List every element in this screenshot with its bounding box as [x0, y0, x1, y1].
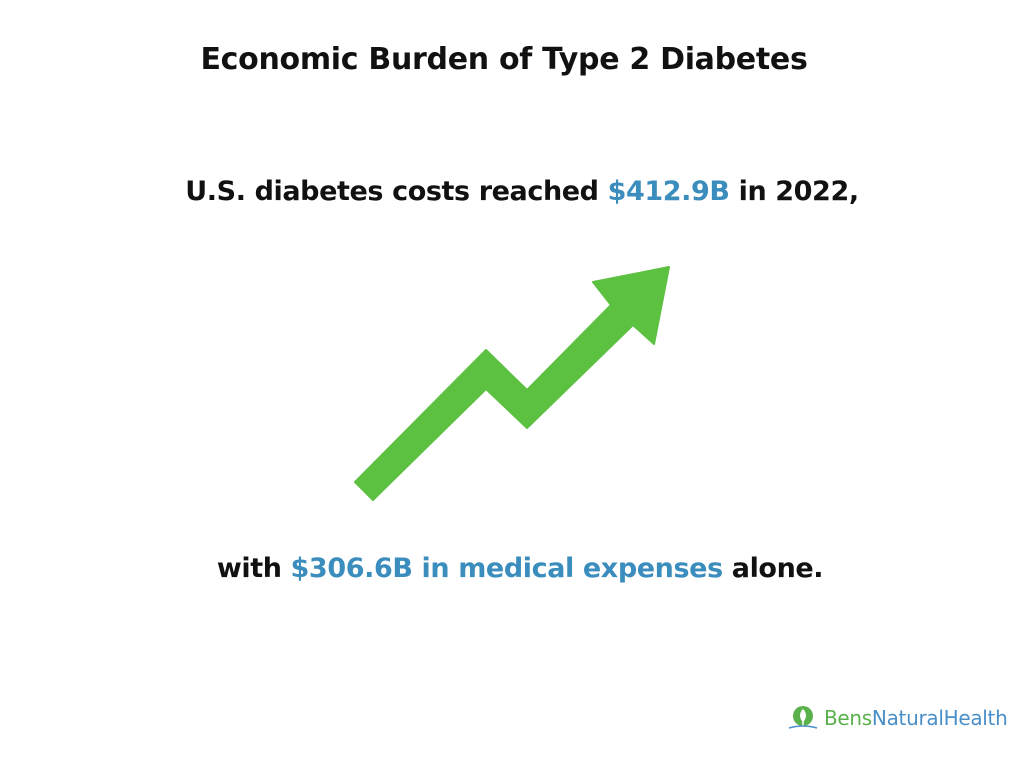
medical-expense-statement: with $306.6B in medical expenses alone.: [0, 553, 1024, 584]
brand-name: BensNaturalHealth: [824, 706, 1008, 730]
medical-statement-suffix: alone.: [722, 553, 824, 584]
brand-logo: BensNaturalHealth: [788, 704, 1008, 732]
brand-name-naturalhealth: NaturalHealth: [871, 706, 1008, 730]
cost-statement-prefix: U.S. diabetes costs reached: [185, 176, 608, 207]
cost-statement-suffix: in 2022,: [729, 176, 860, 207]
medical-statement-prefix: with: [216, 553, 291, 584]
total-cost-highlight: $412.9B: [607, 176, 730, 207]
brand-name-bens: Bens: [824, 706, 872, 730]
medical-cost-highlight: $306.6B in medical expenses: [290, 553, 724, 584]
leaf-logo-icon: [788, 706, 818, 729]
cost-statement: U.S. diabetes costs reached $412.9B in 2…: [0, 176, 1024, 207]
page-title: Economic Burden of Type 2 Diabetes: [200, 42, 808, 77]
